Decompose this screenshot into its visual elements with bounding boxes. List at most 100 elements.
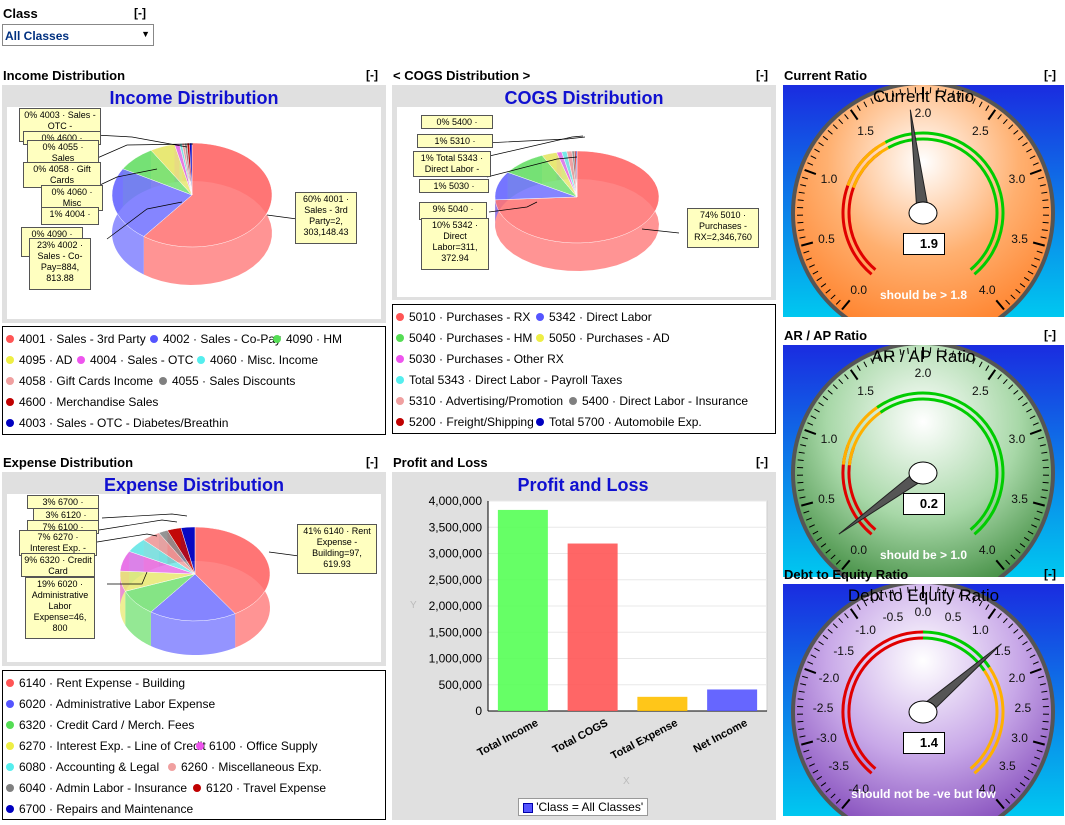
gauge-tick-label: 1.0 xyxy=(821,172,838,186)
expense-collapse-toggle[interactable]: [-] xyxy=(366,455,378,469)
cogs-legend-item: 5010 · Purchases - RX xyxy=(396,310,530,324)
cogs-legend-item: 5342 · Direct Labor xyxy=(536,310,652,324)
cogs-callout-label: 1% 5310 · xyxy=(417,134,493,148)
gauge-needle-hub xyxy=(909,701,937,723)
gauge-note: should not be -ve but low xyxy=(783,787,1064,801)
class-collapse-toggle[interactable]: [-] xyxy=(134,6,146,20)
expense-callout-label: 19% 6020 · Administrative Labor Expense=… xyxy=(25,577,95,639)
gauge-needle-hub xyxy=(909,202,937,224)
gauge-tick-label: 3.5 xyxy=(1011,492,1028,506)
pnl-ytick-label: 4,000,000 xyxy=(429,494,483,508)
gauge-tick-label: 0.5 xyxy=(818,492,835,506)
legend-label: 6260 · Miscellaneous Exp. xyxy=(181,760,322,774)
cogs-legend-item: 5200 · Freight/Shipping xyxy=(396,415,534,429)
expense-legend-item: 6020 · Administrative Labor Expense xyxy=(6,697,215,711)
cogs-legend-item: 5030 · Purchases - Other RX xyxy=(396,352,564,366)
expense-callout-leader xyxy=(102,514,187,518)
gauge-section-header: Debt to Equity Ratio xyxy=(784,567,908,582)
class-select[interactable]: All Classes ▼ xyxy=(2,24,154,46)
income-pie-area: 0% 4003 · Sales - OTC -0% 4600 ·0% 4055 … xyxy=(7,107,381,319)
cogs-callout-label: 1% 5030 · xyxy=(419,179,489,193)
gauge-tick-label: 0.5 xyxy=(818,232,835,246)
gauge-needle-hub xyxy=(909,462,937,484)
income-collapse-toggle[interactable]: [-] xyxy=(366,68,378,82)
legend-dot-icon xyxy=(6,784,14,792)
expense-legend-item: 6080 · Accounting & Legal xyxy=(6,760,159,774)
gauge-tick-label: -2.5 xyxy=(813,701,834,715)
cogs-section-header[interactable]: < COGS Distribution > xyxy=(393,68,530,83)
legend-dot-icon xyxy=(273,335,281,343)
gauge-tick-label: 1.5 xyxy=(857,124,874,138)
gauge-tick-label: -2.0 xyxy=(819,671,840,685)
gauge-tick-label: -0.5 xyxy=(883,610,904,624)
cogs-pie-area: 0% 5400 ·1% 5310 ·1% Total 5343 · Direct… xyxy=(397,107,771,297)
legend-label: 6040 · Admin Labor - Insurance xyxy=(19,781,187,795)
cogs-callout-label: 74% 5010 · Purchases - RX=2,346,760 xyxy=(687,208,759,248)
income-legend-item: 4003 · Sales - OTC - Diabetes/Breathin xyxy=(6,416,228,430)
legend-dot-icon xyxy=(6,700,14,708)
legend-label: 5050 · Purchases - AD xyxy=(549,331,670,345)
income-legend-item: 4060 · Misc. Income xyxy=(197,353,318,367)
legend-dot-icon xyxy=(6,763,14,771)
legend-label: 4058 · Gift Cards Income xyxy=(19,374,153,388)
income-callout-leader xyxy=(267,215,297,219)
gauge-tick-label: 1.0 xyxy=(972,623,989,637)
legend-dot-icon xyxy=(6,335,14,343)
cogs-legend-item: Total 5343 · Direct Labor - Payroll Taxe… xyxy=(396,373,622,387)
cogs-chart-panel: COGS Distribution 0% 5400 ·1% 5310 ·1% T… xyxy=(392,85,776,300)
gauge-collapse-toggle[interactable]: [-] xyxy=(1044,567,1056,581)
income-callout-label: 1% 4004 · xyxy=(41,207,99,225)
legend-dot-icon xyxy=(159,377,167,385)
legend-label: 4003 · Sales - OTC - Diabetes/Breathin xyxy=(19,416,228,430)
chevron-down-icon: ▼ xyxy=(141,29,150,39)
income-legend-item: 4001 · Sales - 3rd Party xyxy=(6,332,146,346)
cogs-callout-leader xyxy=(485,137,585,143)
expense-callout-leader xyxy=(269,552,299,556)
legend-label: 6270 · Interest Exp. - Line of Credit xyxy=(19,739,206,753)
legend-label: 6100 · Office Supply xyxy=(209,739,318,753)
legend-dot-icon xyxy=(536,418,544,426)
expense-legend-item: 6270 · Interest Exp. - Line of Credit xyxy=(6,739,206,753)
cogs-legend-item: Total 5700 · Automobile Exp. xyxy=(536,415,702,429)
expense-legend-item: 6260 · Miscellaneous Exp. xyxy=(168,760,322,774)
gauge-collapse-toggle[interactable]: [-] xyxy=(1044,68,1056,82)
pnl-bar-total-expense xyxy=(637,697,687,711)
legend-dot-icon xyxy=(569,397,577,405)
income-callout-label: 60% 4001 · Sales - 3rd Party=2, 303,148.… xyxy=(295,192,357,244)
gauge-tick-label: 2.5 xyxy=(1015,701,1032,715)
cogs-legend: 5010 · Purchases - RX 5342 · Direct Labor… xyxy=(392,304,776,434)
expense-section-header: Expense Distribution xyxy=(3,455,133,470)
legend-label: 4001 · Sales - 3rd Party xyxy=(19,332,146,346)
pnl-ytick-label: 2,000,000 xyxy=(429,599,483,613)
cogs-callout-label: 1% Total 5343 · Direct Labor - xyxy=(413,151,491,177)
expense-legend-item: 6100 · Office Supply xyxy=(196,739,318,753)
legend-label: 5310 · Advertising/Promotion xyxy=(409,394,563,408)
gauge-title: Current Ratio xyxy=(783,87,1064,107)
pnl-chart-title: Profit and Loss xyxy=(517,475,648,495)
pnl-ytick-label: 500,000 xyxy=(439,678,483,692)
legend-dot-icon xyxy=(396,334,404,342)
legend-dot-icon xyxy=(6,398,14,406)
legend-label: 4600 · Merchandise Sales xyxy=(19,395,158,409)
gauge-tick-label: 1.5 xyxy=(857,384,874,398)
gauge-tick-label: -3.5 xyxy=(828,759,849,773)
pnl-y-axis-title: Y xyxy=(410,600,417,611)
gauge-tick xyxy=(798,699,804,700)
legend-label: Total 5700 · Automobile Exp. xyxy=(549,415,702,429)
cogs-legend-item: 5040 · Purchases - HM xyxy=(396,331,532,345)
legend-dot-icon xyxy=(396,376,404,384)
pnl-collapse-toggle[interactable]: [-] xyxy=(756,455,768,469)
pnl-category-label: Total COGS xyxy=(551,717,610,756)
legend-dot-icon xyxy=(536,313,544,321)
legend-dot-icon xyxy=(6,419,14,427)
legend-label: 6320 · Credit Card / Merch. Fees xyxy=(19,718,194,732)
legend-label: 4002 · Sales - Co-Pay xyxy=(163,332,281,346)
cogs-collapse-toggle[interactable]: [-] xyxy=(756,68,768,82)
gauge-collapse-toggle[interactable]: [-] xyxy=(1044,328,1056,342)
legend-label: 6140 · Rent Expense - Building xyxy=(19,676,185,690)
pnl-legend-label: 'Class = All Classes' xyxy=(536,800,643,814)
income-legend-item: 4004 · Sales - OTC xyxy=(77,353,193,367)
pnl-bar-chart: Profit and Loss0500,0001,000,0001,500,00… xyxy=(392,472,776,820)
